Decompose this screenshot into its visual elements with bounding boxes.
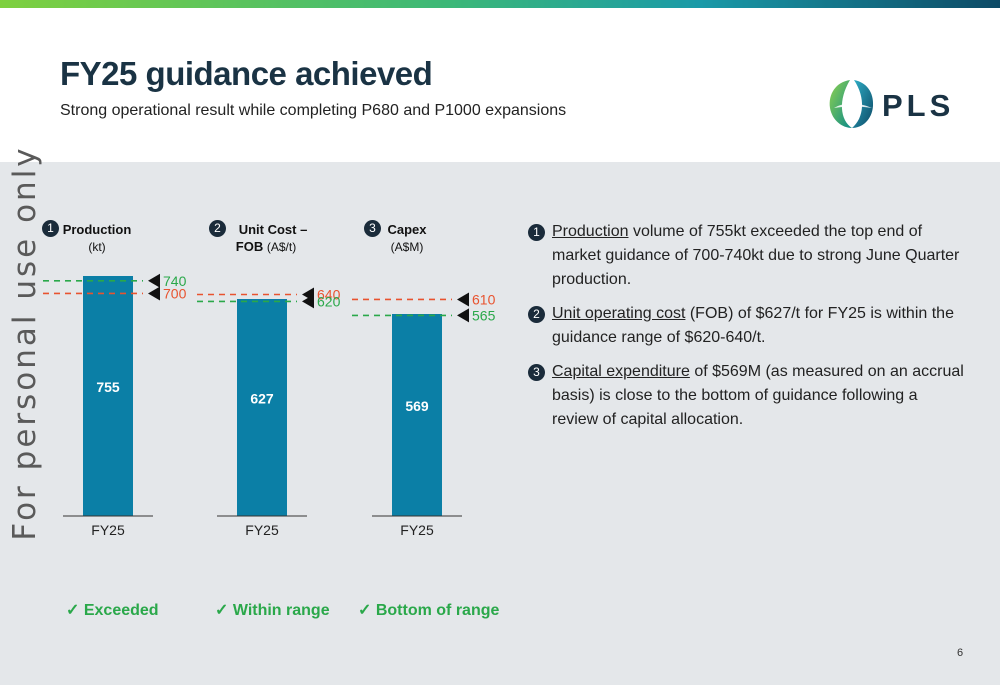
- chart-2-number-badge: 2: [209, 220, 226, 237]
- chart-3-category-label: FY25: [400, 522, 434, 538]
- chart-1-title: Production: [62, 222, 132, 237]
- commentary-list: 1 Production volume of 755kt exceeded th…: [528, 220, 968, 442]
- page-number: 6: [957, 647, 964, 659]
- note-2-text: (FOB) of $627/t for FY25 is within the g…: [552, 305, 954, 346]
- note-3-text: of $569M (as measured on an accrual basi…: [552, 363, 964, 428]
- chart-2-bar: [237, 299, 287, 516]
- chart-2-unit: (A$/t): [266, 240, 297, 254]
- chart-1-guidance-label-2: 700: [163, 285, 187, 301]
- chart-3-guidance-label-2: 565: [472, 307, 496, 323]
- chart-1-header: 1 Production (kt): [42, 220, 152, 256]
- chart-3-value-label: 569: [405, 398, 429, 414]
- chart-3-number-badge: 3: [364, 220, 381, 237]
- chart-2-guidance-marker-2: [302, 294, 314, 309]
- note-production: 1 Production volume of 755kt exceeded th…: [528, 220, 968, 292]
- note-1-text: volume of 755kt exceeded the top end of …: [552, 223, 960, 288]
- chart-3-guidance-label-1: 610: [472, 291, 496, 307]
- chart-3-unit: (A$M): [390, 240, 424, 254]
- top-accent-bar: [0, 0, 1000, 8]
- note-3-link[interactable]: Capital expenditure: [552, 363, 690, 380]
- chart-2-header: 2 Unit Cost – FOB (A$/t): [206, 220, 326, 256]
- note-3-badge: 3: [528, 364, 545, 381]
- note-capex: 3 Capital expenditure of $569M (as measu…: [528, 360, 968, 432]
- chart-1-number-badge: 1: [42, 220, 59, 237]
- chart-1-category-label: FY25: [91, 522, 125, 538]
- chart-2-value-label: 627: [250, 391, 274, 407]
- chart-1-verdict: ✓ Exceeded: [66, 602, 159, 619]
- note-2-link[interactable]: Unit operating cost: [552, 305, 686, 322]
- chart-3-header: 3 Capex (A$M): [362, 220, 452, 256]
- page-subtitle: Strong operational result while completi…: [60, 102, 567, 119]
- note-unit-cost: 2 Unit operating cost (FOB) of $627/t fo…: [528, 302, 968, 350]
- chart-2-title-line2: FOB: [235, 239, 264, 254]
- chart-3-guidance-marker-2: [457, 308, 469, 323]
- chart-3-guidance-marker-1: [457, 292, 469, 307]
- chart-2-category-label: FY25: [245, 522, 279, 538]
- chart-1-unit: (kt): [88, 240, 106, 254]
- note-1-badge: 1: [528, 224, 545, 241]
- content-panel: [0, 162, 1000, 685]
- note-2-badge: 2: [528, 306, 545, 323]
- note-1-link[interactable]: Production: [552, 223, 629, 240]
- chart-1-guidance-marker-1: [148, 273, 160, 288]
- chart-3-verdict: ✓ Bottom of range: [358, 602, 500, 619]
- chart-2-verdict: ✓ Within range: [215, 602, 330, 619]
- chart-1-guidance-label-1: 740: [163, 273, 187, 289]
- chart-1-bar: [83, 276, 133, 516]
- chart-2-title: Unit Cost –: [238, 222, 308, 237]
- svg-text:PLS: PLS: [882, 88, 954, 123]
- chart-1-guidance-marker-2: [148, 286, 160, 301]
- chart-3-bar: [392, 314, 442, 516]
- chart-2-guidance-label-2: 620: [317, 293, 341, 309]
- chart-1-value-label: 755: [96, 379, 120, 395]
- page-title: FY25 guidance achieved: [60, 55, 433, 92]
- chart-3-title: Capex: [387, 222, 427, 237]
- pls-logo: PLS: [829, 80, 954, 128]
- chart-2-guidance-label-1: 640: [317, 287, 341, 303]
